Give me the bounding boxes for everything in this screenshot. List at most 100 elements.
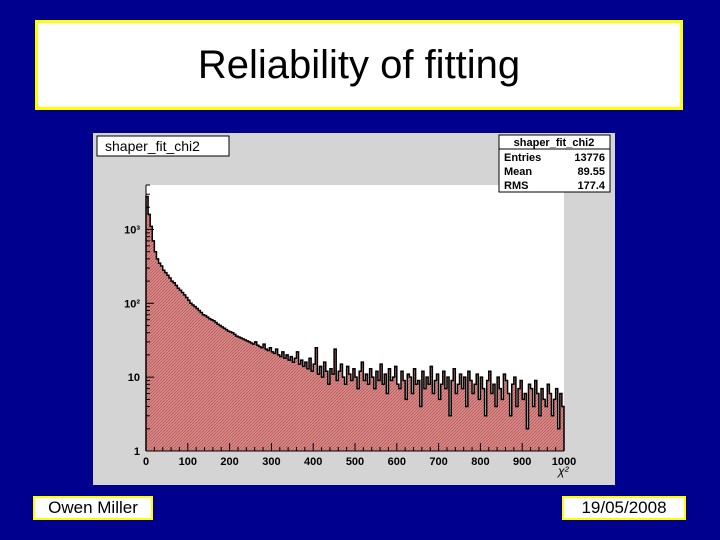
histogram-bin — [208, 318, 212, 451]
histogram-bin — [371, 377, 375, 451]
histogram-bin — [248, 341, 251, 451]
histogram-bin — [198, 310, 201, 451]
histogram-bin — [292, 362, 295, 451]
histogram-bin — [403, 380, 406, 451]
histogram-bin — [171, 281, 174, 451]
histogram-bin — [411, 393, 414, 451]
histogram-bin — [265, 349, 268, 451]
histogram-bin — [263, 344, 266, 451]
histogram-bin — [522, 399, 525, 451]
stats-title: shaper_fit_chi2 — [514, 137, 595, 149]
histogram-bin — [478, 399, 481, 451]
histogram-bin — [187, 300, 191, 451]
x-tick-label: 100 — [179, 456, 197, 468]
histogram-bin — [231, 332, 235, 451]
histogram-bin — [461, 388, 464, 451]
histogram-bin — [332, 374, 335, 451]
histogram-bin — [361, 362, 364, 451]
histogram-bin — [509, 415, 513, 451]
histogram-bin — [545, 406, 548, 451]
stats-rms-label: RMS — [504, 180, 528, 192]
author-box: Owen Miller — [33, 496, 153, 520]
histogram-bin — [206, 317, 209, 451]
histogram-bin — [166, 275, 170, 451]
histogram-bin — [160, 266, 164, 451]
histogram-bin — [173, 282, 176, 451]
histogram-bin — [256, 345, 260, 451]
histogram-bin — [242, 338, 245, 451]
histogram-bin — [455, 393, 458, 451]
histogram-bin — [534, 380, 538, 451]
histogram-bin — [430, 366, 433, 451]
histogram-bin — [150, 226, 153, 451]
histogram-bin — [392, 377, 396, 451]
histogram-bin — [432, 393, 435, 451]
histogram-outline — [145, 195, 565, 451]
histogram-bin — [273, 353, 276, 451]
date-box: 19/05/2008 — [562, 496, 686, 520]
histogram-bin — [440, 384, 444, 451]
histogram-bin — [363, 380, 366, 451]
histogram-bin — [146, 196, 149, 451]
histogram-bin — [541, 388, 544, 451]
histogram-bin — [191, 304, 195, 451]
histogram-bin — [210, 319, 214, 451]
histogram-bin — [488, 371, 492, 451]
histogram-bin — [469, 380, 473, 451]
histogram-bin — [315, 347, 318, 451]
histogram-bin — [179, 290, 182, 451]
histogram-bin — [409, 377, 412, 451]
histogram-bin — [294, 358, 297, 451]
histogram-bin — [189, 303, 193, 451]
histogram-bin — [185, 297, 189, 451]
histogram-bin — [202, 314, 205, 451]
y-tick-label: 10³ — [124, 224, 140, 236]
histogram-bin — [446, 377, 450, 451]
x-tick-label: 400 — [304, 456, 322, 468]
histogram-bin — [359, 371, 362, 451]
histogram-bin — [296, 351, 299, 451]
histogram-bin — [377, 380, 381, 451]
stats-rms-value: 177.4 — [577, 180, 605, 192]
histogram-bin — [154, 251, 157, 451]
histogram-bin — [200, 312, 203, 451]
histogram-bin — [237, 336, 241, 451]
histogram-bin — [321, 377, 324, 451]
histogram-bin — [474, 384, 477, 451]
histogram-bin — [281, 351, 285, 451]
histogram-bin — [503, 374, 506, 451]
x-axis-label: χ² — [557, 464, 570, 478]
histogram-bin — [398, 388, 402, 451]
histogram-bin — [518, 388, 521, 451]
histogram-bin — [283, 358, 287, 451]
histogram-bin — [323, 362, 327, 451]
histogram-bin — [229, 331, 232, 451]
histogram-bin — [348, 374, 352, 451]
histogram-bin — [269, 347, 272, 451]
histogram-bin — [342, 377, 345, 451]
histogram-bin — [288, 360, 291, 451]
histogram-bin — [499, 388, 502, 451]
y-tick-label: 1 — [134, 446, 140, 458]
histogram-bin — [177, 288, 180, 451]
histogram-bin — [217, 324, 220, 451]
histogram-bin — [528, 384, 531, 451]
histogram-bin — [298, 364, 301, 451]
histogram-bin — [254, 341, 258, 451]
histogram-bin — [386, 393, 389, 451]
histogram-bin — [327, 384, 331, 451]
histogram-bin — [164, 272, 168, 451]
histogram-bin — [227, 331, 230, 451]
histogram-bin — [459, 374, 462, 451]
histogram-bin — [480, 377, 483, 451]
histogram-bin — [492, 384, 496, 451]
histogram-bin — [365, 374, 368, 451]
histogram-bin — [355, 377, 358, 451]
histogram-bin — [194, 306, 197, 451]
histogram-bin — [453, 368, 456, 451]
histogram-bin — [214, 322, 218, 451]
histogram-bin — [373, 388, 377, 451]
histogram-bars — [146, 196, 565, 451]
histogram-bin — [547, 384, 550, 451]
histogram-bin — [352, 368, 356, 451]
